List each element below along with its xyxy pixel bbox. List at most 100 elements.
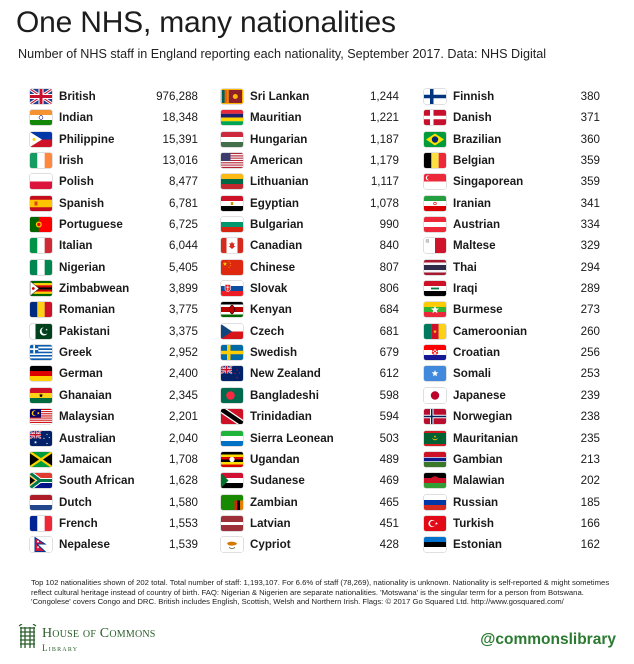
austria-flag-icon (424, 217, 446, 233)
staff-count: 359 (580, 175, 600, 189)
staff-count: 2,040 (168, 431, 198, 445)
nationality-name: Cypriot (250, 538, 291, 552)
nationality-name: German (59, 367, 103, 381)
nationality-name: Polish (59, 175, 94, 189)
nationality-name: Spanish (59, 196, 105, 210)
nationality-row: Brazilian 360 (424, 128, 600, 149)
staff-count: 451 (379, 516, 399, 530)
cameroon-flag-icon (424, 323, 446, 339)
nationality-name: Hungarian (250, 132, 308, 146)
staff-count: 489 (379, 452, 399, 466)
nationality-name: Mauritian (250, 111, 302, 125)
nationality-row: Iraqi 289 (424, 277, 600, 298)
nationality-row: Polish 8,477 (30, 170, 198, 191)
nationality-row: Australian 2,040 (30, 427, 198, 448)
staff-count: 684 (379, 303, 399, 317)
staff-count: 612 (379, 367, 399, 381)
nationality-row: Bangladeshi 598 (221, 384, 399, 405)
nationality-row: German 2,400 (30, 362, 198, 383)
nationality-row: American 1,179 (221, 149, 399, 170)
nationality-row: Estonian 162 (424, 533, 600, 554)
sierraleone-flag-icon (221, 430, 243, 446)
nationality-row: Maltese 329 (424, 234, 600, 255)
nationality-name: Ghanaian (59, 388, 112, 402)
bulgaria-flag-icon (221, 217, 243, 233)
mauritania-flag-icon (424, 430, 446, 446)
nationality-name: Mauritanian (453, 431, 519, 445)
nationality-name: Swedish (250, 346, 298, 360)
nationality-name: Kenyan (250, 303, 292, 317)
canada-flag-icon (221, 238, 243, 254)
staff-count: 465 (379, 495, 399, 509)
nationality-row: Chinese 807 (221, 256, 399, 277)
staff-count: 1,244 (369, 90, 399, 103)
zambia-flag-icon (221, 494, 243, 510)
nationality-row: Malaysian 2,201 (30, 405, 198, 426)
staff-count: 594 (379, 410, 399, 424)
staff-count: 503 (379, 431, 399, 445)
trinidad-flag-icon (221, 409, 243, 425)
staff-count: 334 (580, 218, 600, 232)
staff-count: 273 (580, 303, 600, 317)
india-flag-icon (30, 110, 52, 126)
nationality-row: Zambian 465 (221, 491, 399, 512)
uk-flag-icon (30, 89, 52, 104)
finland-flag-icon (424, 89, 446, 104)
nationality-name: South African (59, 474, 135, 488)
pakistan-flag-icon (30, 323, 52, 339)
staff-count: 3,375 (168, 324, 198, 338)
myanmar-flag-icon (424, 302, 446, 318)
staff-count: 238 (580, 410, 600, 424)
nationality-name: Indian (59, 111, 94, 125)
nationality-name: Malawian (453, 474, 505, 488)
nationality-name: Austrian (453, 218, 501, 232)
turkey-flag-icon (424, 515, 446, 531)
staff-count: 807 (379, 260, 399, 274)
usa-flag-icon (221, 153, 243, 169)
nationality-row: Spanish 6,781 (30, 192, 198, 213)
zimbabwe-flag-icon (30, 281, 52, 297)
philippines-flag-icon (30, 131, 52, 147)
nationality-row: Pakistani 3,375 (30, 320, 198, 341)
iraq-flag-icon (424, 281, 446, 297)
nationality-row: Zimbabwean 3,899 (30, 277, 198, 298)
nationality-name: Somali (453, 367, 492, 381)
twitter-handle[interactable]: @commonslibrary (480, 631, 616, 648)
romania-flag-icon (30, 302, 52, 318)
nationality-row: Italian 6,044 (30, 234, 198, 255)
czech-flag-icon (221, 323, 243, 339)
poland-flag-icon (30, 174, 52, 190)
nationality-name: Czech (250, 324, 285, 338)
staff-count: 289 (580, 282, 600, 296)
nationality-name: Sierra Leonean (250, 431, 334, 445)
nationality-row: New Zealand 612 (221, 362, 399, 383)
nationality-name: Bangladeshi (250, 388, 319, 402)
staff-count: 260 (580, 324, 600, 338)
nationality-row: Danish 371 (424, 106, 600, 127)
nationality-row: Canadian 840 (221, 234, 399, 255)
nationality-name: Iranian (453, 196, 492, 210)
staff-count: 329 (580, 239, 600, 253)
russia-flag-icon (424, 494, 446, 510)
egypt-flag-icon (221, 195, 243, 211)
malta-flag-icon (424, 238, 446, 254)
china-flag-icon (221, 259, 243, 275)
gambia-flag-icon (424, 451, 446, 467)
staff-count: 15,391 (162, 132, 198, 146)
nationality-row: Austrian 334 (424, 213, 600, 234)
denmark-flag-icon (424, 110, 446, 126)
nationality-name: Croatian (453, 346, 501, 360)
japan-flag-icon (424, 387, 446, 403)
thailand-flag-icon (424, 259, 446, 275)
staff-count: 1,580 (168, 495, 198, 509)
ireland-flag-icon (30, 153, 52, 169)
nationality-row: Bulgarian 990 (221, 213, 399, 234)
nationality-row: Norwegian 238 (424, 405, 600, 426)
nationality-row: Ghanaian 2,345 (30, 384, 198, 405)
nationality-row: Thai 294 (424, 256, 600, 277)
nationality-row: Philippine 15,391 (30, 128, 198, 149)
logo-house-text: House of Commons (42, 626, 156, 641)
nationality-name: Maltese (453, 239, 496, 253)
nationality-name: Latvian (250, 516, 291, 530)
page-subtitle: Number of NHS staff in England reporting… (18, 47, 547, 61)
